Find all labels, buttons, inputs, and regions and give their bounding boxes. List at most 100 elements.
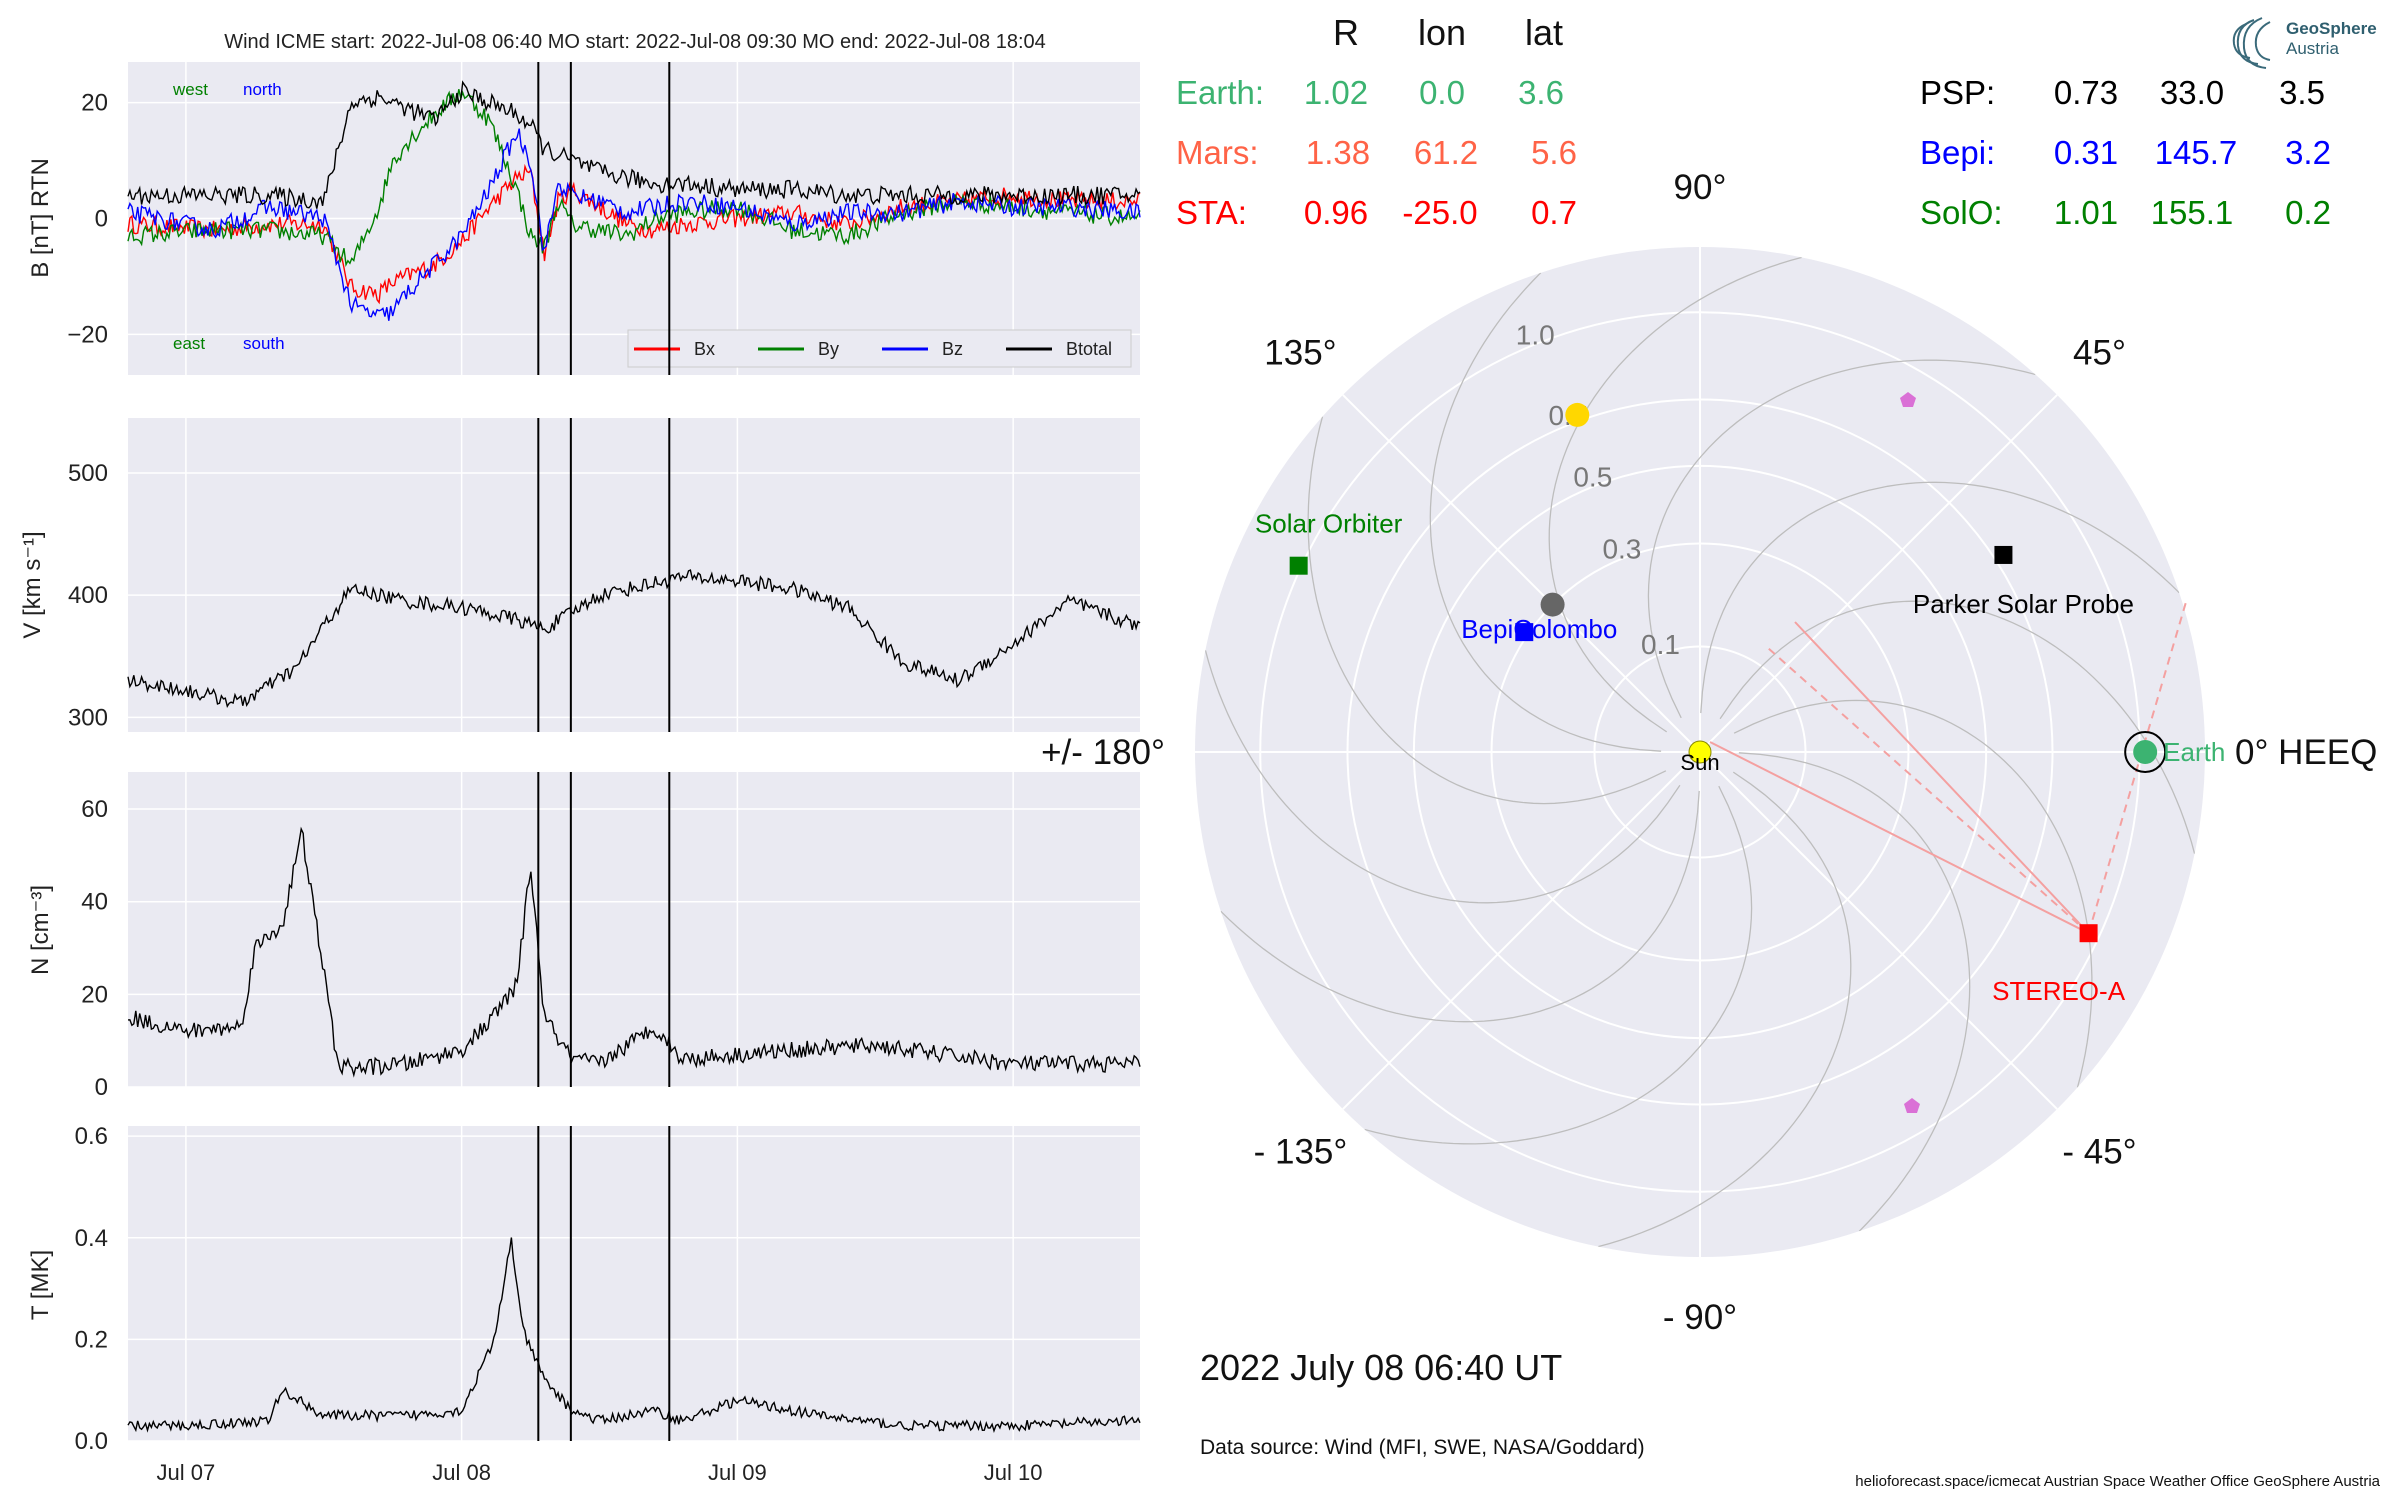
series-line-bz	[127, 128, 1141, 321]
parker-spiral	[1700, 481, 2180, 714]
b-legend: Bx By Bz Btotal	[627, 329, 1132, 368]
y-tick-label: 40	[81, 889, 108, 916]
row-earth: Earth: 1.02 0.0 3.6	[1176, 74, 1564, 111]
label-sun: Sun	[1680, 750, 1719, 775]
label-west: west	[172, 80, 208, 99]
panel-v-background	[128, 418, 1140, 732]
legend-btotal: Btotal	[1066, 339, 1112, 359]
panel-n-series	[127, 826, 1141, 1078]
earth-ring	[2124, 731, 2167, 773]
row-psp-lon: 33.0	[2160, 74, 2224, 111]
panel-b-ylabel: B [nT] RTN	[27, 158, 54, 278]
polar-spoke	[1342, 394, 1701, 753]
row-mars: Mars: 1.38 61.2 5.6	[1176, 134, 1577, 171]
panel-t-series	[127, 1237, 1141, 1434]
marker-stereo-a	[2079, 924, 2098, 943]
parker-spiral	[1307, 416, 1667, 805]
panel-b-yticks: 20 0 −20	[67, 90, 108, 349]
y-tick-label: 300	[68, 704, 108, 731]
y-tick-label: 400	[68, 582, 108, 609]
y-tick-label: 0	[95, 206, 108, 233]
footer-credits: helioforecast.space/icmecat Austrian Spa…	[1855, 1473, 2380, 1490]
panel-b-series	[127, 80, 1141, 321]
pentagon-marker-lower	[1904, 1098, 1920, 1113]
parker-spiral	[1364, 785, 1753, 1145]
y-tick-label: −20	[67, 321, 108, 348]
x-tick-label: Jul 08	[432, 1460, 491, 1485]
panel-t-background	[128, 1126, 1140, 1441]
logo-line1: GeoSphere	[2286, 19, 2377, 38]
polar-angle-label: - 45°	[2062, 1133, 2136, 1172]
panel-v-ylabel: V [km s⁻¹]	[19, 531, 46, 638]
row-mars-lat: 5.6	[1531, 134, 1577, 171]
stereo-a-lines	[1709, 601, 2187, 935]
row-sta-lon: -25.0	[1402, 194, 1477, 231]
panel-b: 200−20 B [nT] RTN west north east south …	[27, 62, 1141, 375]
row-psp-name: PSP:	[1920, 74, 1995, 111]
row-bepi: Bepi: 0.31 145.7 3.2	[1920, 134, 2331, 171]
swirl-icon	[2232, 17, 2271, 69]
panel-v-series	[127, 569, 1141, 709]
parker-spiral	[1738, 752, 1971, 1232]
label-solar-orbiter: Solar Orbiter	[1255, 509, 1403, 539]
polar-spoke	[1699, 751, 2058, 1110]
planet-marker-venus	[1565, 402, 1590, 427]
polar-radius-label: 0.3	[1602, 534, 1641, 565]
polar-angle-label: 90°	[1674, 168, 1727, 207]
row-solo-lon: 155.1	[2151, 194, 2234, 231]
marker-sun	[1688, 740, 1712, 764]
y-tick-label: 500	[68, 460, 108, 487]
panel-title: Wind ICME start: 2022-Jul-08 06:40 MO st…	[224, 31, 1046, 53]
parker-spiral	[1598, 771, 1852, 1248]
polar-angle-label: 45°	[2073, 333, 2126, 372]
series-line-t	[127, 1237, 1141, 1434]
label-east: east	[173, 334, 205, 353]
row-solo-name: SolO:	[1920, 194, 2003, 231]
marker-earth	[2133, 740, 2158, 764]
panel-n: 60 40 20 0 N [cm⁻³]	[27, 772, 1141, 1101]
marker-solar-orbiter	[1289, 556, 1308, 575]
row-solo-r: 1.01	[2054, 194, 2118, 231]
y-tick-label: 0.4	[75, 1225, 108, 1252]
polar-angle-label: - 135°	[1254, 1133, 1348, 1172]
x-tick-label: Jul 07	[157, 1460, 216, 1485]
polar-bodies: Sun Earth STEREO-A Parker Solar Probe BepiCo…	[1255, 402, 2225, 1006]
y-tick-label: 20	[81, 90, 108, 117]
series-line-btotal	[127, 80, 1141, 209]
panel-v-yticks: 500 400 300	[68, 460, 108, 731]
y-tick-label: 0.6	[75, 1123, 108, 1150]
polar-plot: 0.1 0.3 0.5 0.7 1.0 0° HEEQ 45° 90° 135° +/- 180…	[1041, 168, 2377, 1337]
pentagon-marker-upper	[1900, 392, 1916, 407]
parker-spiral	[1204, 650, 1681, 904]
sta-line	[1709, 741, 2090, 935]
row-sta: STA: 0.96 -25.0 0.7	[1176, 194, 1577, 231]
polar-radius-label: 1.0	[1516, 319, 1555, 350]
row-mars-name: Mars:	[1176, 134, 1259, 171]
panel-n-yticks: 60 40 20 0	[81, 796, 108, 1101]
parker-spiral	[1733, 699, 2093, 1088]
label-south: south	[243, 334, 285, 353]
row-bepi-name: Bepi:	[1920, 134, 1995, 171]
panel-t-ylabel: T [MK]	[27, 1250, 54, 1320]
y-tick-label: 0.2	[75, 1326, 108, 1353]
label-north: north	[243, 80, 282, 99]
row-psp: PSP: 0.73 33.0 3.5	[1920, 74, 2325, 111]
x-tick-label: Jul 09	[708, 1460, 767, 1485]
polar-radius-label: 0.5	[1573, 462, 1612, 493]
y-tick-label: 0	[95, 1074, 108, 1101]
sta-line-dashed	[2087, 601, 2187, 934]
label-earth: Earth	[2163, 737, 2225, 767]
polar-spoke	[1342, 751, 1701, 1110]
series-line-v	[127, 569, 1141, 709]
row-psp-lat: 3.5	[2279, 74, 2325, 111]
row-earth-lon: 0.0	[1419, 74, 1465, 111]
parker-spiral	[1548, 256, 1802, 733]
parker-spiral	[1429, 272, 1662, 752]
header-lat: lat	[1525, 12, 1563, 53]
parker-spiral	[1647, 359, 2036, 719]
row-earth-name: Earth:	[1176, 74, 1264, 111]
legend-bz: Bz	[942, 339, 963, 359]
sta-line-dashed	[1767, 647, 2090, 934]
polar-radius-label: 0.1	[1641, 629, 1680, 660]
